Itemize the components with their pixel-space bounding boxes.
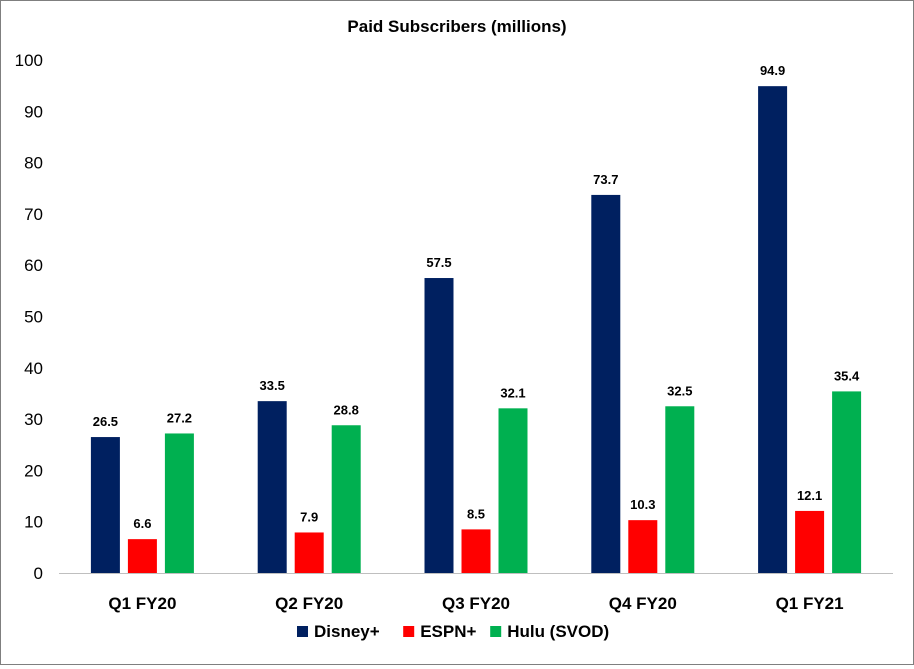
bar-espn-q2-fy20 bbox=[294, 532, 324, 573]
bar-hulu-svod-q3-fy20 bbox=[498, 408, 528, 573]
data-label: 12.1 bbox=[797, 488, 822, 503]
x-tick-label: Q4 FY20 bbox=[609, 594, 677, 613]
y-tick-label: 60 bbox=[24, 256, 43, 275]
x-tick-label: Q1 FY21 bbox=[776, 594, 844, 613]
data-label: 28.8 bbox=[334, 402, 359, 417]
bar-espn-q4-fy20 bbox=[628, 520, 658, 573]
legend-label: Disney+ bbox=[314, 622, 380, 641]
y-tick-label: 20 bbox=[24, 461, 43, 480]
legend: Disney+ ESPN+ Hulu (SVOD) bbox=[297, 622, 609, 641]
bar-disney-q2-fy20 bbox=[257, 401, 287, 573]
bar-espn-q1-fy21 bbox=[795, 510, 825, 573]
data-label: 27.2 bbox=[167, 410, 192, 425]
bar-disney-q1-fy21 bbox=[758, 86, 788, 574]
bar-espn-q1-fy20 bbox=[127, 539, 157, 573]
legend-label: Hulu (SVOD) bbox=[507, 622, 609, 641]
bar-disney-q1-fy20 bbox=[90, 437, 120, 573]
y-tick-label: 40 bbox=[24, 359, 43, 378]
data-label: 57.5 bbox=[426, 255, 451, 270]
data-label: 73.7 bbox=[593, 172, 618, 187]
x-tick-label: Q2 FY20 bbox=[275, 594, 343, 613]
legend-swatch bbox=[403, 626, 415, 637]
bar-disney-q4-fy20 bbox=[591, 194, 621, 573]
data-label: 35.4 bbox=[834, 368, 860, 383]
bar-espn-q3-fy20 bbox=[461, 529, 491, 573]
bar-hulu-svod-q4-fy20 bbox=[665, 406, 695, 573]
bars bbox=[90, 86, 862, 574]
data-label: 32.1 bbox=[500, 385, 525, 400]
y-tick-label: 80 bbox=[24, 154, 43, 173]
data-labels: 26.5 6.6 27.2 33.5 7.9 28.8 57.5 8.5 32.1 73.7 10.… bbox=[93, 63, 860, 531]
y-tick-label: 30 bbox=[24, 410, 43, 429]
y-tick-label: 100 bbox=[15, 51, 43, 70]
data-label: 94.9 bbox=[760, 63, 785, 78]
data-label: 8.5 bbox=[467, 506, 485, 521]
y-tick-label: 50 bbox=[24, 308, 43, 327]
chart-title: Paid Subscribers (millions) bbox=[347, 17, 566, 36]
x-tick-label: Q1 FY20 bbox=[108, 594, 176, 613]
bar-hulu-svod-q2-fy20 bbox=[331, 425, 361, 573]
bar-hulu-svod-q1-fy20 bbox=[164, 433, 194, 573]
data-label: 32.5 bbox=[667, 383, 692, 398]
x-tick-label: Q3 FY20 bbox=[442, 594, 510, 613]
bar-hulu-svod-q1-fy21 bbox=[832, 391, 862, 573]
y-tick-label: 0 bbox=[34, 564, 43, 583]
data-label: 10.3 bbox=[630, 497, 655, 512]
legend-label: ESPN+ bbox=[420, 622, 476, 641]
x-axis: Q1 FY20 Q2 FY20 Q3 FY20 Q4 FY20 Q1 FY21 bbox=[59, 573, 893, 613]
y-tick-label: 90 bbox=[24, 102, 43, 121]
y-tick-label: 70 bbox=[24, 205, 43, 224]
data-label: 26.5 bbox=[93, 414, 118, 429]
data-label: 6.6 bbox=[133, 516, 151, 531]
y-axis: 0 10 20 30 40 50 60 70 80 90 100 bbox=[15, 51, 43, 583]
y-tick-label: 10 bbox=[24, 513, 43, 532]
data-label: 7.9 bbox=[300, 509, 318, 524]
legend-swatch bbox=[490, 626, 502, 637]
legend-swatch bbox=[297, 626, 308, 637]
bar-disney-q3-fy20 bbox=[424, 278, 454, 573]
data-label: 33.5 bbox=[260, 378, 285, 393]
